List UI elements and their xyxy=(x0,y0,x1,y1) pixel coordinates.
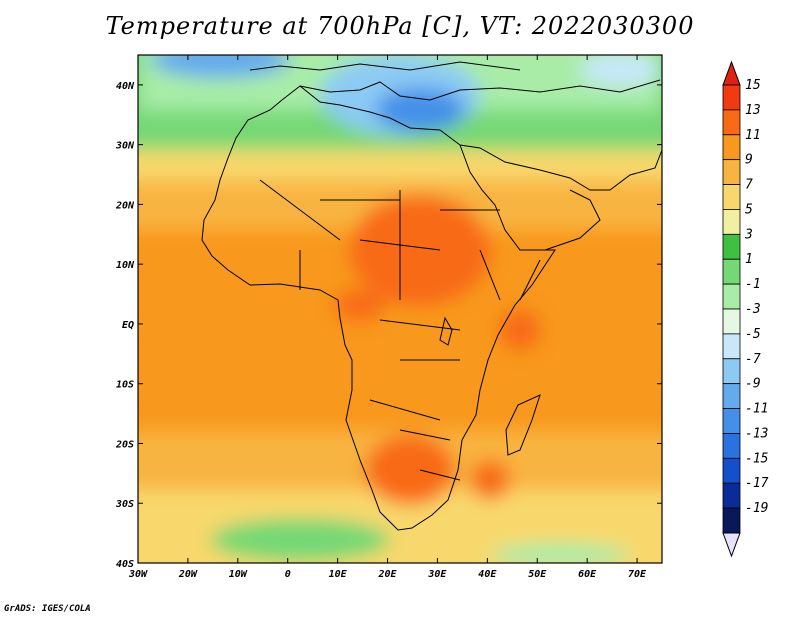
colorbar-swatch xyxy=(722,482,741,509)
colorbar-label: 15 xyxy=(745,78,761,93)
lon-tick-label: 70E xyxy=(628,569,647,580)
colorbar-label: -3 xyxy=(745,302,761,317)
colorbar-swatch xyxy=(722,209,741,235)
lat-tick-label: 30N xyxy=(115,141,135,152)
map-title: Temperature at 700hPa [C], VT: 202203030… xyxy=(105,12,695,40)
lon-tick-label: 0 xyxy=(285,569,291,580)
lon-tick-label: 40E xyxy=(478,569,497,580)
colorbar-label: 5 xyxy=(745,202,753,217)
colorbar-label: -9 xyxy=(745,377,761,392)
lon-tick-label: 30E xyxy=(427,569,447,580)
colorbar-swatch xyxy=(722,383,741,409)
colorbar-label: 1 xyxy=(745,252,753,267)
colorbar-label: -15 xyxy=(745,451,769,466)
colorbar-swatch xyxy=(722,333,741,360)
colorbar-swatch xyxy=(722,507,741,534)
colorbar-swatch xyxy=(722,358,741,385)
lat-tick-label: 10S xyxy=(116,380,134,391)
lon-tick-label: 60E xyxy=(578,569,597,580)
grads-credit: GrADS: IGES/COLA xyxy=(4,604,91,614)
lon-tick-label: 20E xyxy=(377,569,397,580)
map-frame xyxy=(137,54,663,564)
colorbar-label: -7 xyxy=(745,352,761,367)
lat-tick-label: 40S xyxy=(116,559,134,570)
lon-tick-label: 10W xyxy=(229,569,248,580)
lat-tick-label: 40N xyxy=(116,81,135,92)
longitude-axis: 30W 20W 10W 0 10E 20E 30E 40E 50E 60E 70E xyxy=(128,55,647,580)
colorbar-label: -17 xyxy=(745,476,769,491)
colorbar-swatch xyxy=(722,258,741,285)
colorbar-label: -11 xyxy=(745,402,768,417)
lat-tick-label: EQ xyxy=(122,320,134,331)
colorbar-label: 13 xyxy=(745,103,761,118)
lat-tick-label: 10N xyxy=(116,260,135,271)
colorbar-label: -19 xyxy=(745,501,768,516)
colorbar-swatch xyxy=(722,84,741,111)
lat-tick-label: 20S xyxy=(115,439,134,450)
lat-tick-label: 20N xyxy=(115,200,135,211)
lat-tick-label: 30S xyxy=(115,499,134,510)
lon-tick-label: 50E xyxy=(528,569,547,580)
colorbar-label: -1 xyxy=(745,277,761,292)
colorbar-swatch xyxy=(722,184,741,210)
colorbar-bottom-arrow xyxy=(722,532,741,558)
latitude-axis: 40N 30N 20N 10N EQ 10S 20S 30S 40S xyxy=(115,81,662,570)
lon-tick-label: 30W xyxy=(128,569,148,580)
colorbar-label: 11 xyxy=(745,128,761,143)
coastlines xyxy=(201,61,662,531)
colorbar-swatch xyxy=(722,233,741,260)
colorbar-label: 9 xyxy=(745,153,753,168)
colorbar-swatch xyxy=(722,134,741,161)
temperature-field xyxy=(138,55,662,563)
colorbar-swatch xyxy=(722,457,741,484)
colorbar-swatch xyxy=(722,283,741,310)
colorbar-swatch xyxy=(722,109,741,136)
colorbar-top-arrow xyxy=(722,60,741,86)
colorbar: 15 13 11 9 7 5 3 1 -1 -3 -5 -7 -9 -11 -13 -15 -17 -19 xyxy=(722,60,769,558)
colorbar-label: -13 xyxy=(745,426,768,441)
colorbar-swatch xyxy=(722,408,741,434)
colorbar-label: -5 xyxy=(745,327,761,342)
colorbar-swatch xyxy=(722,433,741,459)
colorbar-label: 7 xyxy=(745,178,753,193)
colorbar-swatch xyxy=(722,308,741,335)
colorbar-label: 3 xyxy=(744,227,753,242)
colorbar-swatch xyxy=(722,159,741,185)
lon-tick-label: 10E xyxy=(329,569,348,580)
lon-tick-label: 20W xyxy=(178,569,198,580)
